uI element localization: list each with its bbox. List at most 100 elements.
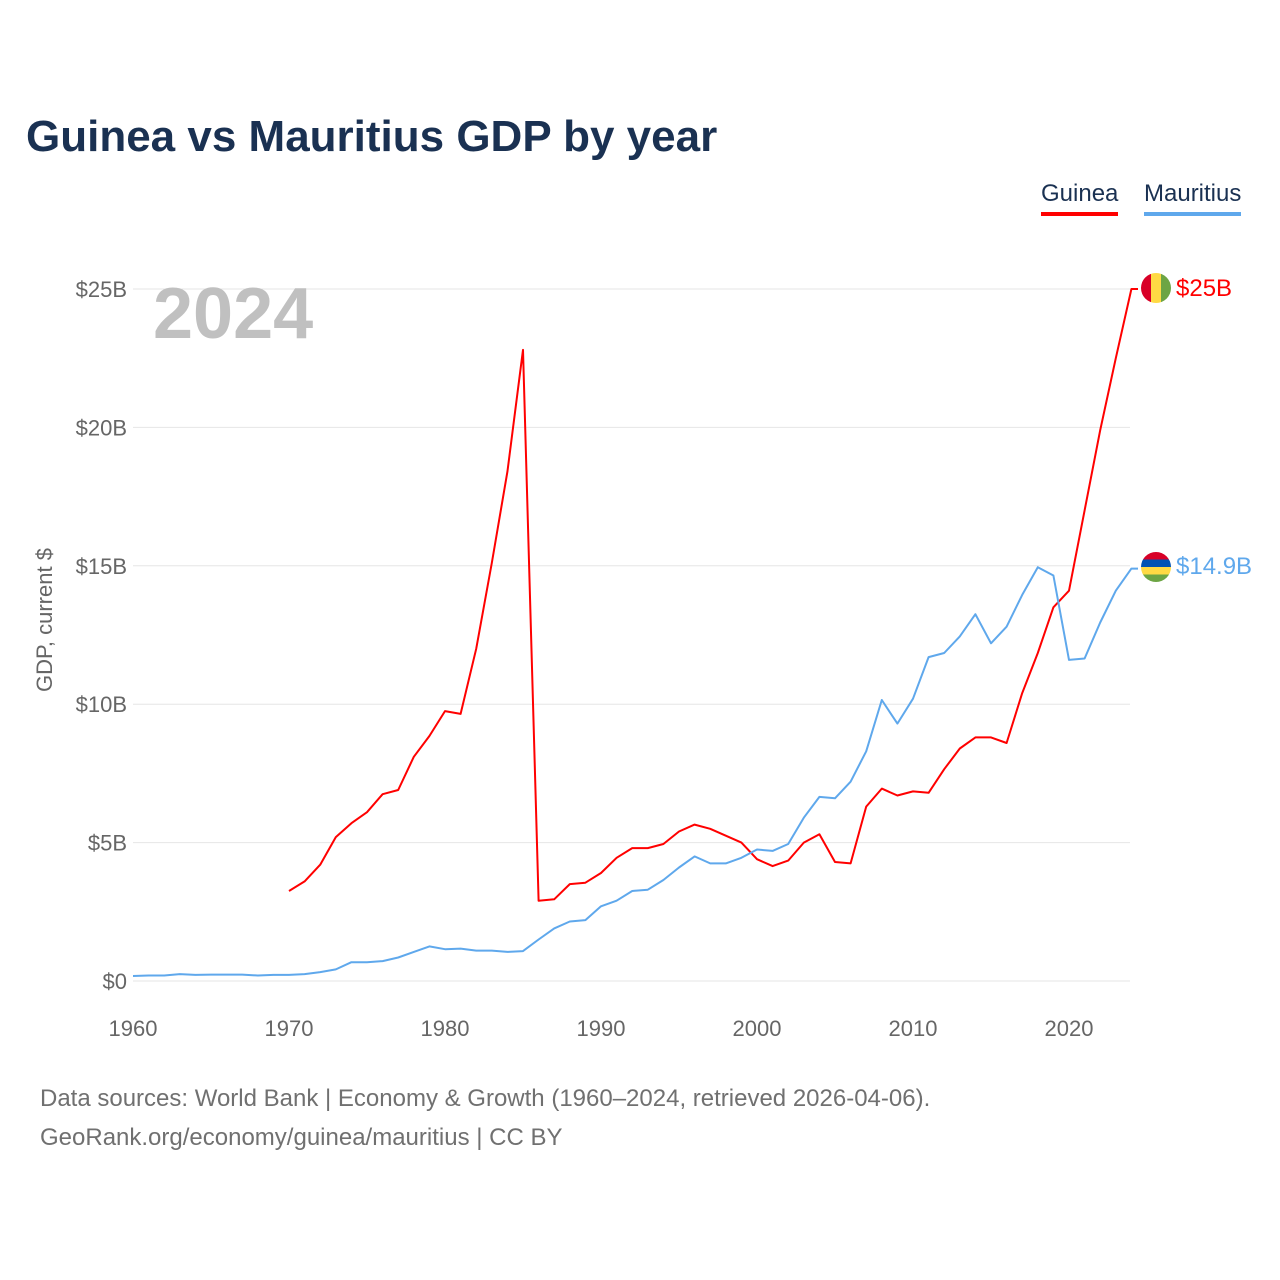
- data-point-guinea[interactable]: [972, 734, 978, 740]
- data-point-mauritius[interactable]: [1097, 620, 1103, 626]
- data-point-mauritius[interactable]: [645, 887, 651, 893]
- data-point-guinea[interactable]: [645, 845, 651, 851]
- data-point-mauritius[interactable]: [239, 972, 245, 978]
- data-point-mauritius[interactable]: [879, 697, 885, 703]
- data-point-guinea[interactable]: [785, 858, 791, 864]
- data-point-mauritius[interactable]: [458, 946, 464, 952]
- data-point-guinea[interactable]: [536, 898, 542, 904]
- data-point-guinea[interactable]: [380, 791, 386, 797]
- data-point-guinea[interactable]: [816, 831, 822, 837]
- data-point-guinea[interactable]: [1019, 690, 1025, 696]
- data-point-guinea[interactable]: [598, 870, 604, 876]
- data-point-mauritius[interactable]: [504, 949, 510, 955]
- data-point-mauritius[interactable]: [161, 972, 167, 978]
- series-line-mauritius[interactable]: [132, 566, 1138, 977]
- data-point-mauritius[interactable]: [1082, 656, 1088, 662]
- data-point-guinea[interactable]: [1050, 604, 1056, 610]
- data-point-mauritius[interactable]: [926, 654, 932, 660]
- data-point-mauritius[interactable]: [1066, 657, 1072, 663]
- data-point-guinea[interactable]: [551, 896, 557, 902]
- data-point-mauritius[interactable]: [192, 972, 198, 978]
- data-point-mauritius[interactable]: [598, 903, 604, 909]
- data-point-mauritius[interactable]: [442, 946, 448, 952]
- data-point-guinea[interactable]: [348, 820, 354, 826]
- data-point-mauritius[interactable]: [255, 972, 261, 978]
- data-point-mauritius[interactable]: [582, 917, 588, 923]
- data-point-mauritius[interactable]: [411, 949, 417, 955]
- data-point-mauritius[interactable]: [380, 958, 386, 964]
- footer-link[interactable]: GeoRank.org/economy/guinea/mauritius | C…: [40, 1124, 563, 1151]
- data-point-mauritius[interactable]: [738, 855, 744, 861]
- data-point-guinea[interactable]: [1113, 355, 1119, 361]
- data-point-guinea[interactable]: [754, 856, 760, 862]
- data-point-mauritius[interactable]: [848, 779, 854, 785]
- legend-guinea[interactable]: Guinea: [1041, 180, 1119, 216]
- data-point-mauritius[interactable]: [910, 696, 916, 702]
- data-point-mauritius[interactable]: [785, 841, 791, 847]
- data-point-mauritius[interactable]: [988, 640, 994, 646]
- data-point-mauritius[interactable]: [941, 650, 947, 656]
- data-point-guinea[interactable]: [1066, 588, 1072, 594]
- data-point-mauritius[interactable]: [224, 972, 230, 978]
- data-point-guinea[interactable]: [520, 347, 526, 353]
- data-point-guinea[interactable]: [614, 855, 620, 861]
- data-point-mauritius[interactable]: [286, 972, 292, 978]
- data-point-guinea[interactable]: [458, 711, 464, 717]
- data-point-mauritius[interactable]: [317, 969, 323, 975]
- data-point-guinea[interactable]: [1128, 286, 1134, 292]
- data-point-guinea[interactable]: [317, 862, 323, 868]
- data-point-mauritius[interactable]: [770, 848, 776, 854]
- data-point-guinea[interactable]: [801, 840, 807, 846]
- data-point-mauritius[interactable]: [894, 721, 900, 727]
- data-point-guinea[interactable]: [941, 766, 947, 772]
- data-point-mauritius[interactable]: [489, 948, 495, 954]
- data-point-guinea[interactable]: [582, 880, 588, 886]
- data-point-mauritius[interactable]: [1004, 624, 1010, 630]
- data-point-guinea[interactable]: [302, 878, 308, 884]
- data-point-mauritius[interactable]: [614, 898, 620, 904]
- data-point-guinea[interactable]: [894, 793, 900, 799]
- data-point-mauritius[interactable]: [1050, 572, 1056, 578]
- data-point-guinea[interactable]: [723, 833, 729, 839]
- data-point-mauritius[interactable]: [426, 943, 432, 949]
- data-point-guinea[interactable]: [692, 822, 698, 828]
- data-point-guinea[interactable]: [660, 841, 666, 847]
- data-point-mauritius[interactable]: [1113, 588, 1119, 594]
- data-point-mauritius[interactable]: [333, 966, 339, 972]
- series-line-guinea[interactable]: [288, 288, 1138, 902]
- legend-mauritius[interactable]: Mauritius: [1144, 180, 1242, 216]
- data-point-mauritius[interactable]: [270, 972, 276, 978]
- data-point-mauritius[interactable]: [364, 959, 370, 965]
- data-point-guinea[interactable]: [707, 826, 713, 832]
- data-point-guinea[interactable]: [504, 469, 510, 475]
- data-point-mauritius[interactable]: [348, 959, 354, 965]
- data-point-mauritius[interactable]: [395, 954, 401, 960]
- data-point-mauritius[interactable]: [801, 815, 807, 821]
- data-point-guinea[interactable]: [489, 560, 495, 566]
- data-point-mauritius[interactable]: [863, 748, 869, 754]
- data-point-guinea[interactable]: [364, 809, 370, 815]
- data-point-mauritius[interactable]: [520, 948, 526, 954]
- data-point-mauritius[interactable]: [130, 973, 136, 979]
- data-point-mauritius[interactable]: [692, 853, 698, 859]
- data-point-mauritius[interactable]: [146, 972, 152, 978]
- data-point-guinea[interactable]: [1004, 740, 1010, 746]
- data-point-guinea[interactable]: [333, 834, 339, 840]
- data-point-guinea[interactable]: [411, 754, 417, 760]
- data-point-mauritius[interactable]: [707, 860, 713, 866]
- data-point-mauritius[interactable]: [660, 877, 666, 883]
- data-point-guinea[interactable]: [395, 787, 401, 793]
- data-point-guinea[interactable]: [848, 860, 854, 866]
- data-point-guinea[interactable]: [442, 708, 448, 714]
- data-point-mauritius[interactable]: [208, 972, 214, 978]
- data-point-guinea[interactable]: [426, 733, 432, 739]
- data-point-mauritius[interactable]: [551, 925, 557, 931]
- data-point-guinea[interactable]: [879, 786, 885, 792]
- data-point-mauritius[interactable]: [816, 794, 822, 800]
- data-point-guinea[interactable]: [1035, 650, 1041, 656]
- data-point-mauritius[interactable]: [302, 971, 308, 977]
- data-point-guinea[interactable]: [567, 881, 573, 887]
- data-point-mauritius[interactable]: [972, 611, 978, 617]
- data-point-mauritius[interactable]: [957, 633, 963, 639]
- data-point-guinea[interactable]: [286, 888, 292, 894]
